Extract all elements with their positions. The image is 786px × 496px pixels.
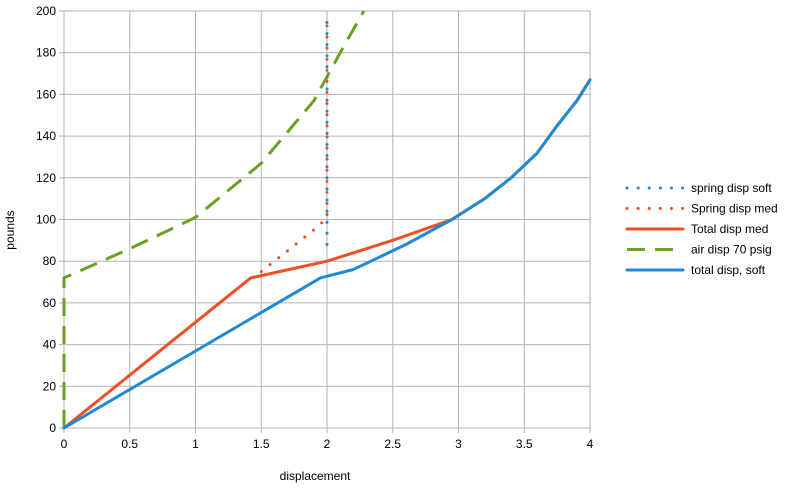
y-axis-title: pounds xyxy=(3,210,17,249)
legend-label-1: Spring disp med xyxy=(691,202,778,216)
x-axis-title: displacement xyxy=(280,469,351,483)
y-tick-label: 40 xyxy=(43,338,57,352)
x-tick-label: 0 xyxy=(61,437,68,451)
legend-label-0: spring disp soft xyxy=(691,181,772,195)
x-tick-label: 2 xyxy=(324,437,331,451)
y-tick-label: 120 xyxy=(36,171,56,185)
legend-label-2: Total disp med xyxy=(691,222,768,236)
series-line-3 xyxy=(62,10,366,428)
axes xyxy=(59,10,591,433)
x-tick-label: 2.5 xyxy=(384,437,401,451)
y-tick-label: 180 xyxy=(36,46,56,60)
legend: spring disp soft Spring disp med Total dis… xyxy=(625,181,778,277)
y-tick-label: 140 xyxy=(36,129,56,143)
x-tick-label: 0.5 xyxy=(121,437,138,451)
series-line-4 xyxy=(62,78,592,430)
legend-label-3: air disp 70 psig xyxy=(691,243,772,257)
y-tick-label: 80 xyxy=(43,254,57,268)
plot-area-series xyxy=(62,10,592,430)
x-tick-label: 1 xyxy=(192,437,199,451)
y-tick-label: 60 xyxy=(43,296,57,310)
plot-frame xyxy=(63,10,591,429)
tick-labels: 0 20 40 60 80 100 120 140 160 180 200 0 0.5 1 1.5 2 2.5 3… xyxy=(36,4,594,451)
y-tick-label: 200 xyxy=(36,4,56,18)
legend-label-4: total disp, soft xyxy=(691,263,766,277)
series-line-1 xyxy=(259,15,329,274)
y-tick-label: 0 xyxy=(49,421,56,435)
x-tick-label: 4 xyxy=(587,437,594,451)
x-tick-label: 3.5 xyxy=(516,437,533,451)
x-tick-label: 3 xyxy=(455,437,462,451)
y-tick-label: 160 xyxy=(36,87,56,101)
x-tick-label: 1.5 xyxy=(253,437,270,451)
y-tick-label: 100 xyxy=(36,213,56,227)
y-tick-label: 20 xyxy=(43,379,57,393)
